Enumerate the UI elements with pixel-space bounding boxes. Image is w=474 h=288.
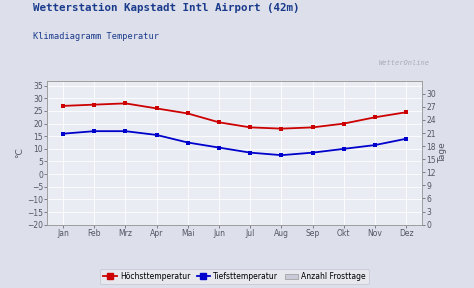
Y-axis label: °C: °C (16, 147, 25, 158)
Legend: Höchsttemperatur, Tiefsttemperatur, Anzahl Frosttage: Höchsttemperatur, Tiefsttemperatur, Anza… (100, 269, 369, 284)
Text: Klimadiagramm Temperatur: Klimadiagramm Temperatur (33, 32, 159, 41)
Text: WetterOnline: WetterOnline (379, 60, 430, 67)
Text: Wetterstation Kapstadt Intl Airport (42m): Wetterstation Kapstadt Intl Airport (42m… (33, 3, 300, 13)
Y-axis label: Tage: Tage (438, 142, 447, 163)
